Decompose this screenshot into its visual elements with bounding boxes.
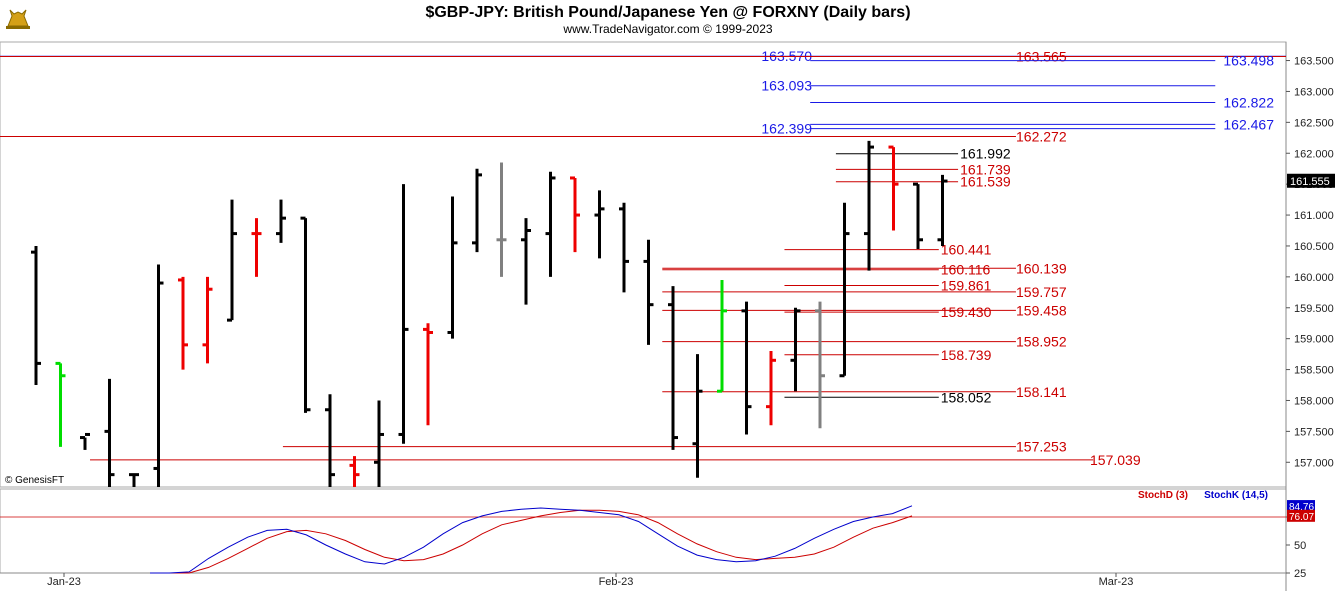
ohlc-bar (104, 378, 115, 487)
stoch-tick-label: 50 (1294, 540, 1306, 552)
level-label: 160.139 (1016, 260, 1067, 276)
ohlc-bar (545, 171, 556, 277)
ohlc-bar (80, 432, 90, 450)
price-tick-label: 163.500 (1294, 56, 1334, 68)
stochk-line (150, 505, 913, 574)
ohlc-bar (888, 145, 899, 231)
ohlc-bar (423, 323, 433, 426)
legend-stochk: StochK (14,5) (1204, 490, 1268, 501)
ohlc-bar (790, 307, 801, 392)
price-tick-label: 160.500 (1294, 241, 1334, 253)
level-label: 163.498 (1223, 53, 1274, 69)
level-label: 159.430 (941, 304, 992, 320)
price-tick-label: 158.500 (1294, 365, 1334, 377)
stochk-badge (1287, 500, 1315, 513)
stochd-line (150, 509, 913, 574)
level-label: 159.458 (1016, 302, 1067, 318)
ohlc-bar (937, 174, 948, 246)
level-label: 159.861 (941, 277, 992, 293)
level-label: 157.253 (1016, 439, 1067, 455)
ohlc-bar (325, 394, 335, 487)
price-tick-label: 162.500 (1294, 117, 1334, 129)
level-label: 162.822 (1223, 94, 1274, 110)
level-label: 160.441 (941, 242, 992, 258)
price-tick-label: 161.000 (1294, 210, 1334, 222)
ohlc-bar (643, 239, 654, 345)
stochd-badge (1287, 509, 1315, 522)
legend-stochd: StochD (3) (1138, 490, 1188, 501)
price-tick-label: 158.000 (1294, 395, 1334, 407)
ohlc-bar (129, 473, 139, 487)
level-label: 162.272 (1016, 128, 1067, 144)
ohlc-bar (55, 361, 66, 447)
ohlc-bar (839, 202, 850, 378)
price-tick-label: 157.000 (1294, 457, 1334, 469)
level-label: 163.093 (761, 78, 812, 94)
price-tick-label: 157.500 (1294, 426, 1334, 438)
ohlc-bar (349, 456, 360, 487)
bull-icon (6, 9, 30, 29)
level-label: 161.539 (960, 174, 1011, 190)
level-label: 162.399 (761, 121, 812, 137)
ohlc-bar (741, 301, 752, 435)
watermark: © GenesisFT (5, 475, 64, 486)
ohlc-bar (668, 286, 678, 450)
ohlc-bar (766, 351, 776, 426)
level-label: 158.141 (1016, 384, 1067, 400)
stoch-tick-label: 25 (1294, 568, 1306, 580)
price-tick-label: 162.000 (1294, 148, 1334, 160)
level-label: 161.739 (960, 161, 1011, 177)
ohlc-bar (913, 182, 923, 250)
ohlc-bar (153, 264, 164, 487)
level-label: 159.757 (1016, 284, 1067, 300)
chart-subtitle: www.TradeNavigator.com © 1999-2023 (562, 22, 772, 36)
ohlc-bar (178, 276, 188, 370)
ohlc-bar (31, 245, 41, 386)
ohlc-bar (398, 184, 409, 444)
ohlc-bar (692, 354, 703, 478)
ohlc-bar (202, 276, 213, 364)
level-label: 161.992 (960, 146, 1011, 162)
price-tick-label: 159.500 (1294, 303, 1334, 315)
ohlc-bar (251, 218, 262, 277)
ohlc-bar (300, 216, 311, 413)
ohlc-bar (276, 199, 286, 243)
ohlc-bar (521, 218, 531, 305)
ohlc-bar (447, 196, 458, 339)
x-tick-label: Jan-23 (47, 576, 81, 588)
ohlc-bar (227, 199, 237, 322)
ohlc-bar (472, 168, 482, 253)
level-label: 162.467 (1223, 116, 1274, 132)
ohlc-bar (496, 162, 507, 277)
price-tick-label: 163.000 (1294, 86, 1334, 98)
ohlc-bar (374, 400, 384, 487)
last-price-badge (1287, 173, 1335, 188)
ohlc-bar (717, 279, 727, 393)
last-price-label: 161.555 (1290, 176, 1330, 188)
level-label: 158.739 (941, 347, 992, 363)
x-tick-label: Feb-23 (599, 576, 634, 588)
stochd-value: 76.07 (1289, 512, 1314, 523)
x-tick-label: Mar-23 (1099, 576, 1134, 588)
stochk-value: 84.76 (1289, 502, 1314, 513)
chart-title: $GBP-JPY: British Pound/Japanese Yen @ F… (425, 4, 910, 21)
price-tick-label: 160.000 (1294, 272, 1334, 284)
level-label: 160.116 (941, 262, 991, 278)
ohlc-bar (815, 301, 825, 429)
level-label: 158.952 (1016, 334, 1067, 350)
ohlc-bar (570, 176, 580, 253)
ohlc-bar (594, 190, 605, 259)
price-tick-label: 159.000 (1294, 334, 1334, 346)
level-label: 158.052 (941, 389, 992, 405)
level-label: 157.039 (1090, 452, 1141, 468)
level-label: 163.565 (1016, 49, 1067, 65)
ohlc-bar (619, 202, 629, 293)
ohlc-bar (864, 140, 874, 271)
